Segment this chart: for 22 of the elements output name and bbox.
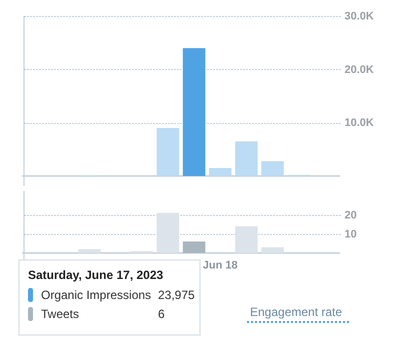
y-tick-label: 20 <box>344 209 357 222</box>
text: 23,975 <box>158 288 196 302</box>
y-tick-label: 30.0K <box>344 10 374 22</box>
legend-label: Organic Impressions <box>41 288 152 302</box>
y-tick-label: 10.0K <box>344 117 374 130</box>
y-tick-label: 20.0K <box>344 64 374 76</box>
bar <box>235 141 258 176</box>
text: Saturday, June 17, 2023 <box>28 268 164 282</box>
x-tick-label: Jun 18 <box>202 260 238 272</box>
text: Engagement rate <box>250 305 342 319</box>
text: 6 <box>158 307 165 321</box>
bar <box>261 161 284 176</box>
bar <box>261 247 284 253</box>
bar <box>182 48 206 176</box>
bar <box>208 168 232 176</box>
bar <box>78 249 101 253</box>
y-tick-label: 10 <box>344 228 357 240</box>
bar <box>156 128 180 176</box>
bar <box>235 226 258 253</box>
legend-label: Tweets <box>41 307 80 321</box>
bar <box>182 242 206 253</box>
bar <box>156 212 180 253</box>
